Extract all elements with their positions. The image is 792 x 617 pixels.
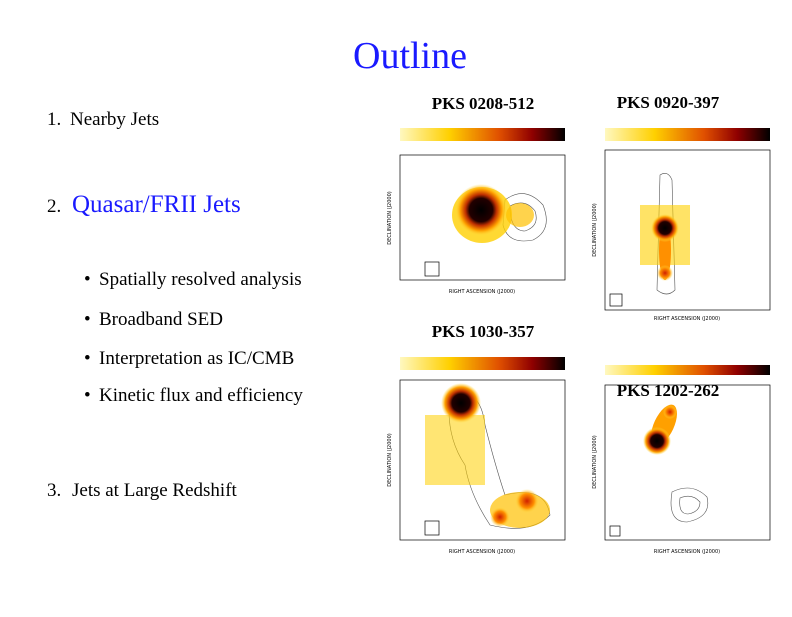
- item-number: 3.: [47, 480, 61, 501]
- panel-label: PKS 0920-397: [617, 93, 720, 112]
- bullet-text: Broadband SED: [99, 309, 223, 330]
- item-number: 1.: [47, 109, 61, 130]
- panel-label: PKS 1030-357: [432, 322, 535, 341]
- bullet-text: Kinetic flux and efficiency: [99, 385, 303, 406]
- y-label: DECLINATION (J2000): [387, 433, 393, 486]
- x-label: RIGHT ASCENSION (J2000): [654, 316, 720, 322]
- x-label: RIGHT ASCENSION (J2000): [449, 549, 515, 555]
- y-label: DECLINATION (J2000): [592, 435, 598, 488]
- panel-label: PKS 0208-512: [432, 94, 534, 113]
- bullet: •: [84, 269, 91, 290]
- title: Outline: [353, 35, 467, 77]
- y-label: DECLINATION (J2000): [592, 203, 598, 256]
- bullet: •: [84, 309, 91, 330]
- item-text: Nearby Jets: [70, 109, 159, 130]
- bullet: •: [84, 348, 91, 369]
- bullet-text: Spatially resolved analysis: [99, 269, 302, 290]
- item-number: 2.: [47, 196, 61, 217]
- outline: 1. Nearby Jets 2. Quasar/FRII Jets • Spat…: [47, 109, 303, 501]
- item-text: Jets at Large Redshift: [72, 480, 238, 501]
- y-label: DECLINATION (J2000): [387, 191, 393, 244]
- radio-image: RIGHT ASCENSION (J2000) DECLINATION (J20…: [387, 128, 566, 295]
- x-label: RIGHT ASCENSION (J2000): [654, 549, 720, 555]
- item-text: Quasar/FRII Jets: [72, 191, 241, 218]
- x-label: RIGHT ASCENSION (J2000): [449, 289, 515, 295]
- bullet-text: Interpretation as IC/CMB: [99, 348, 294, 369]
- panel-label: PKS 1202-262: [617, 381, 719, 400]
- radio-image: RIGHT ASCENSION (J2000) DECLINATION (J20…: [592, 128, 771, 322]
- radio-image: RIGHT ASCENSION (J2000) DECLINATION (J20…: [592, 365, 771, 555]
- bullet: •: [84, 385, 91, 406]
- radio-image: RIGHT ASCENSION (J2000) DECLINATION (J20…: [387, 357, 566, 555]
